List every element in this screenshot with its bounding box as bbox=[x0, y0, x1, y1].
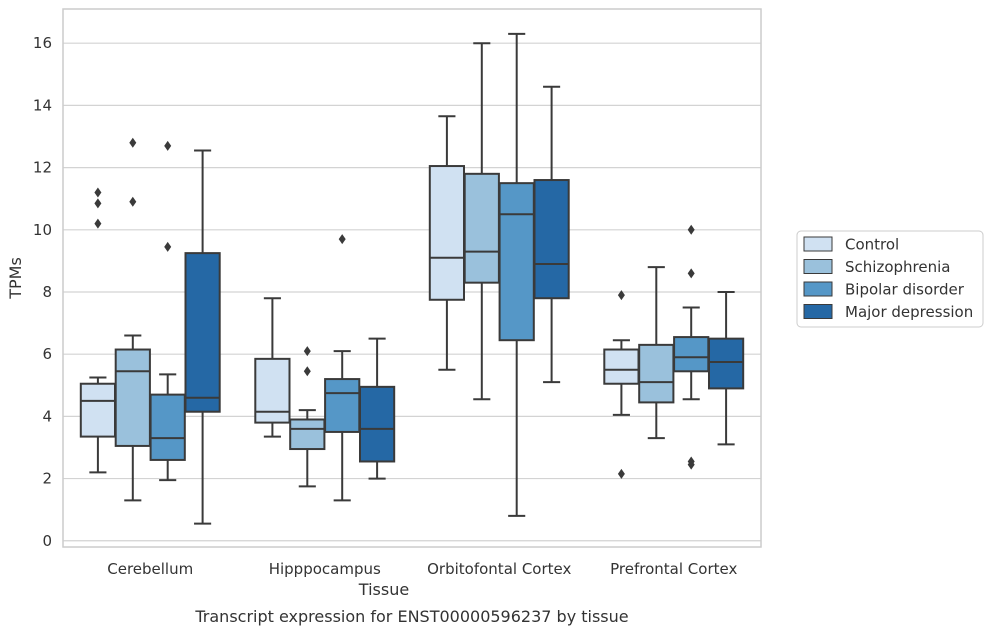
legend-swatch bbox=[803, 304, 833, 319]
outlier-point bbox=[687, 268, 695, 279]
outlier-point bbox=[94, 187, 102, 198]
box-control-orbitofontal-cortex bbox=[428, 115, 466, 371]
box-body bbox=[358, 385, 396, 463]
box-schizophrenia-orbitofontal-cortex bbox=[463, 42, 500, 401]
y-tick-label: 8 bbox=[42, 283, 52, 301]
outlier-point bbox=[687, 456, 695, 467]
y-tick-label: 10 bbox=[33, 221, 52, 239]
legend-label: Bipolar disorder bbox=[845, 281, 965, 299]
y-tick-label: 16 bbox=[33, 34, 52, 52]
box-bipolar-disorder-hipppocampus bbox=[324, 234, 361, 502]
y-axis-title: TPMs bbox=[6, 257, 25, 300]
box-body bbox=[289, 418, 326, 451]
y-tick-label: 2 bbox=[42, 470, 52, 488]
legend-swatch bbox=[803, 236, 833, 252]
outlier-point bbox=[94, 218, 102, 229]
outlier-point bbox=[338, 234, 346, 245]
x-tick-label: Cerebellum bbox=[107, 560, 193, 578]
outlier-point bbox=[94, 198, 102, 209]
y-tick-labels: 0 2 4 6 8 10 12 14 16 bbox=[33, 34, 52, 550]
y-tick-label: 0 bbox=[42, 532, 52, 550]
box-major-depression-hipppocampus bbox=[358, 337, 396, 480]
box-body bbox=[498, 182, 535, 342]
box-body bbox=[638, 343, 675, 404]
box-bipolar-disorder-prefrontal-cortex bbox=[673, 224, 710, 470]
box-body bbox=[114, 348, 151, 447]
box-body bbox=[603, 348, 640, 385]
x-tick-label: Orbitofontal Cortex bbox=[427, 560, 571, 578]
box-body bbox=[254, 357, 291, 424]
y-tick-label: 14 bbox=[33, 96, 52, 114]
outlier-point bbox=[617, 468, 625, 479]
x-axis-title: Tissue bbox=[358, 580, 409, 599]
y-tick-label: 12 bbox=[33, 159, 52, 177]
box-body bbox=[184, 252, 221, 413]
box-control-prefrontal-cortex bbox=[603, 290, 640, 479]
box-body bbox=[463, 172, 500, 284]
box-body bbox=[673, 336, 710, 373]
box-body bbox=[428, 165, 466, 301]
x-tick-labels: Cerebellum Hipppocampus Orbitofontal Corte… bbox=[107, 560, 737, 578]
legend: Control Schizophrenia Bipolar disorder Majo… bbox=[796, 230, 984, 328]
x-tick-label: Hipppocampus bbox=[269, 560, 381, 578]
box-body bbox=[79, 382, 117, 438]
outlier-point bbox=[129, 137, 137, 148]
outlier-point bbox=[687, 224, 695, 235]
y-tick-label: 4 bbox=[42, 407, 52, 425]
legend-label: Schizophrenia bbox=[845, 258, 950, 276]
outlier-point bbox=[164, 241, 172, 252]
box-body bbox=[324, 378, 361, 433]
box-schizophrenia-prefrontal-cortex bbox=[638, 266, 675, 440]
plot-area-frame bbox=[62, 8, 762, 548]
box-body bbox=[149, 393, 186, 461]
y-tick-label: 6 bbox=[42, 345, 52, 363]
outlier-point bbox=[303, 366, 311, 377]
outlier-point bbox=[129, 196, 137, 207]
legend-frame bbox=[796, 230, 984, 328]
box-body bbox=[533, 179, 570, 300]
box-schizophrenia-cerebellum bbox=[114, 137, 151, 502]
box-major-depression-orbitofontal-cortex bbox=[533, 85, 570, 384]
box-major-depression-cerebellum bbox=[184, 149, 221, 525]
outlier-point bbox=[617, 290, 625, 301]
legend-swatch bbox=[803, 281, 833, 297]
box-control-hipppocampus bbox=[254, 297, 291, 438]
boxes bbox=[79, 32, 745, 525]
x-tick-label: Prefrontal Cortex bbox=[610, 560, 737, 578]
outlier-point bbox=[164, 140, 172, 151]
chart-caption: Transcript expression for ENST0000059623… bbox=[194, 607, 628, 626]
legend-swatch bbox=[803, 259, 833, 274]
legend-label: Control bbox=[845, 236, 899, 254]
box-schizophrenia-hipppocampus bbox=[289, 346, 326, 488]
box-body bbox=[707, 337, 745, 390]
outlier-point bbox=[303, 346, 311, 357]
box-bipolar-disorder-orbitofontal-cortex bbox=[498, 32, 535, 517]
legend-label: Major depression bbox=[845, 303, 973, 321]
box-control-cerebellum bbox=[79, 187, 117, 474]
box-major-depression-prefrontal-cortex bbox=[707, 290, 745, 446]
box-bipolar-disorder-cerebellum bbox=[149, 140, 186, 482]
